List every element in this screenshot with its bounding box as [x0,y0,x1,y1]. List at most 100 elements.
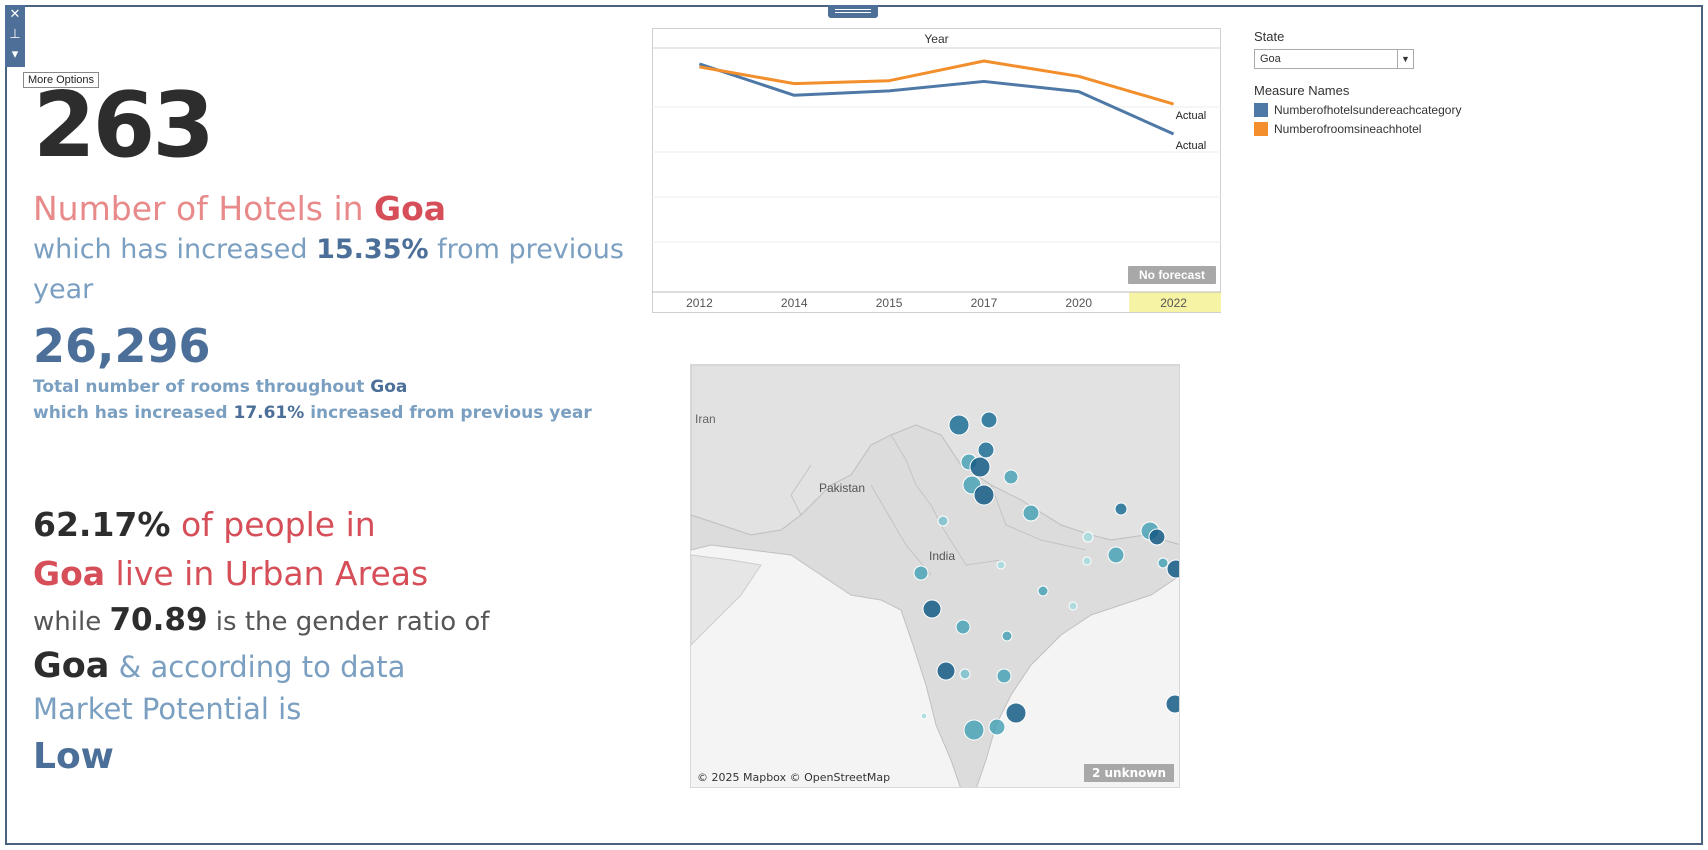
rooms-increase-value: 17.61% [233,403,305,423]
map-marker[interactable] [922,599,942,619]
map-marker[interactable] [1082,531,1094,543]
map-marker[interactable] [913,565,929,581]
state-dropdown[interactable]: Goa ▼ [1254,49,1414,69]
map-marker[interactable] [973,484,995,506]
india-map[interactable]: Iran Pakistan India © 2025 Mapbox © Open… [690,364,1180,788]
map-marker[interactable] [959,668,971,680]
chevron-down-icon[interactable]: ▾ [11,47,19,62]
state-filter-title: State [1254,29,1285,44]
forecast-badge: No forecast [1139,268,1205,282]
map-marker[interactable] [1165,694,1180,714]
map-marker[interactable] [977,441,995,459]
urban-live-suffix: live in Urban Areas [105,554,429,593]
urban-line-2: Goa live in Urban Areas [33,550,633,598]
hotels-title-prefix: Number of Hotels in [33,189,375,228]
hotels-title: Number of Hotels in Goa [33,188,633,230]
map-marker[interactable] [1107,546,1125,564]
increase-prefix: which has increased [33,234,317,265]
close-icon[interactable]: ✕ [9,7,21,22]
increase-suffix: from previous year [33,234,624,305]
map-marker[interactable] [1001,630,1013,642]
map-marker[interactable] [963,719,985,741]
urban-panel: 62.17% of people in Goa live in Urban Ar… [33,500,633,785]
chevron-down-icon[interactable]: ▼ [1397,50,1413,68]
according-text: & according to data [109,650,406,684]
gender-line: while 70.89 is the gender ratio of [33,598,633,644]
rooms-state: Goa [370,377,408,397]
map-marker[interactable] [980,411,998,429]
map-label-india: India [929,549,955,563]
gender-suffix: is the gender ratio of [207,607,490,637]
map-marker[interactable] [1114,502,1128,516]
legend-swatch [1254,103,1268,117]
series-line [699,59,1175,106]
state-dropdown-value: Goa [1260,53,1281,65]
rooms-increase-text: which has increased 17.61% increased fro… [33,400,633,426]
map-marker[interactable] [1166,559,1180,579]
unknown-badge[interactable]: 2 unknown [1083,764,1174,782]
map-marker[interactable] [969,456,991,478]
map-marker[interactable] [948,414,970,436]
map-marker[interactable] [937,515,949,527]
hotels-count: 263 [33,73,215,178]
urban-line-1: 62.17% of people in [33,500,633,550]
legend-item[interactable]: Numberofhotelsundereachcategory [1254,103,1514,117]
x-tick-label: 2022 [1160,296,1187,310]
x-tick-label: 2017 [971,296,998,310]
map-marker[interactable] [936,661,956,681]
map-marker[interactable] [1068,601,1078,611]
chart-title: Year [924,32,948,46]
rooms-inc-prefix: which has increased [33,403,234,423]
map-marker[interactable] [1022,504,1040,522]
state-name: Goa [374,189,447,228]
gender-while: while [33,607,110,637]
according-line: Goa & according to data [33,644,633,689]
rooms-inc-suffix: increased from previous year [304,403,592,423]
map-land-west [691,554,762,646]
urban-pct: 62.17% [33,505,171,544]
market-line: Market Potential is [33,692,302,726]
map-marker[interactable] [996,560,1006,570]
year-line-chart[interactable]: Year 2012 2014 2015 2017 2020 2022 Actual Actual… [652,28,1221,313]
urban-state: Goa [33,554,106,593]
map-marker[interactable] [1082,556,1092,566]
x-tick-label: 2020 [1065,296,1092,310]
legend-title: Measure Names [1254,83,1350,98]
rooms-text: Total number of rooms throughout Goa [33,374,633,400]
according-state: Goa [33,646,110,686]
forecast-badge-bg [1128,266,1216,284]
map-marker[interactable] [988,718,1006,736]
floating-toolbar: ✕ ⊥ ▾ [5,5,25,67]
x-tick-label: 2014 [781,296,808,310]
map-label-iran: Iran [695,412,716,426]
drag-handle[interactable] [828,5,878,18]
map-svg: Iran Pakistan India [691,365,1180,787]
map-marker[interactable] [1148,528,1166,546]
chart-svg: Year 2012 2014 2015 2017 2020 2022 Actual Actual… [652,28,1221,313]
hotels-increase-text: which has increased 15.35% from previous… [33,230,633,310]
map-marker[interactable] [1003,469,1019,485]
filters-panel: State Goa ▼ Measure Names Numberofhotels… [1254,29,1514,136]
map-marker[interactable] [1157,557,1169,569]
chart-border [652,28,1221,313]
urban-pct-suffix: of people in [170,505,376,544]
legend-swatch [1254,122,1268,136]
map-marker[interactable] [1037,585,1049,597]
map-label-pakistan: Pakistan [819,481,865,495]
legend: Numberofhotelsundereachcategory Numberofr… [1254,103,1514,136]
map-marker[interactable] [955,619,971,635]
map-marker[interactable] [1005,702,1027,724]
map-borders [790,434,1087,576]
market-potential: Low [33,736,114,777]
rooms-count: 26,296 [33,319,211,373]
pin-icon[interactable]: ⊥ [9,27,21,42]
gender-ratio: 70.89 [109,602,208,638]
x-tick-label: 2015 [876,296,903,310]
hotels-increase-value: 15.35% [316,234,429,265]
legend-label: Numberofroomsineachhotel [1274,122,1422,136]
map-marker[interactable] [920,712,928,720]
more-options-tooltip: More Options [23,72,100,88]
legend-label: Numberofhotelsundereachcategory [1274,103,1462,117]
legend-item[interactable]: Numberofroomsineachhotel [1254,122,1514,136]
map-marker[interactable] [996,668,1012,684]
